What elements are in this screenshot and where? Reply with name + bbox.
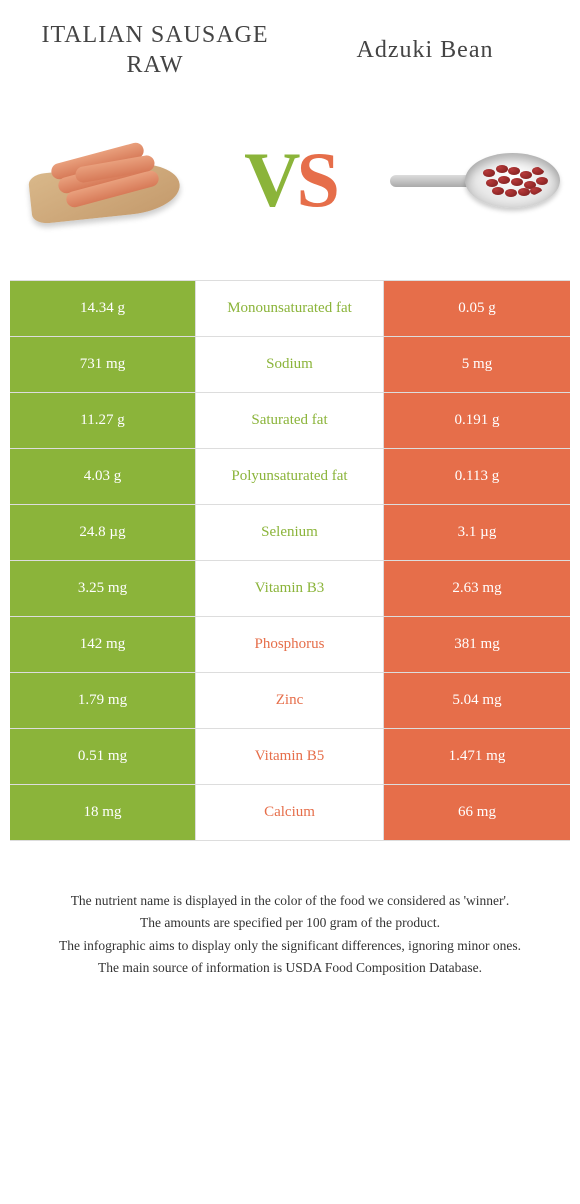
bean-icon <box>520 171 532 179</box>
bean-icon <box>532 167 544 175</box>
nutrient-label-cell: Monounsaturated fat <box>196 281 384 336</box>
left-food-title: ITALIAN SAUSAGE RAW <box>40 20 270 80</box>
bean-icon <box>498 176 510 184</box>
footer-line: The main source of information is USDA F… <box>30 958 550 978</box>
bean-icon <box>518 188 530 196</box>
table-row: 3.25 mgVitamin B32.63 mg <box>10 561 570 617</box>
bean-icon <box>483 169 495 177</box>
vs-s: S <box>296 136 335 223</box>
left-value-cell: 4.03 g <box>10 449 196 504</box>
left-value-cell: 3.25 mg <box>10 561 196 616</box>
left-value-cell: 731 mg <box>10 337 196 392</box>
table-row: 142 mgPhosphorus381 mg <box>10 617 570 673</box>
footer-notes: The nutrient name is displayed in the co… <box>0 841 580 1000</box>
table-row: 11.27 gSaturated fat0.191 g <box>10 393 570 449</box>
table-row: 14.34 gMonounsaturated fat0.05 g <box>10 281 570 337</box>
bean-icon <box>511 178 523 186</box>
left-value-cell: 14.34 g <box>10 281 196 336</box>
nutrient-label-cell: Zinc <box>196 673 384 728</box>
nutrient-table: 14.34 gMonounsaturated fat0.05 g731 mgSo… <box>10 280 570 841</box>
left-value-cell: 24.8 µg <box>10 505 196 560</box>
left-value-cell: 1.79 mg <box>10 673 196 728</box>
hero-row: VS <box>0 90 580 280</box>
right-value-cell: 0.191 g <box>384 393 570 448</box>
table-row: 0.51 mgVitamin B51.471 mg <box>10 729 570 785</box>
right-value-cell: 66 mg <box>384 785 570 840</box>
nutrient-label-cell: Vitamin B5 <box>196 729 384 784</box>
nutrient-label-cell: Calcium <box>196 785 384 840</box>
table-row: 24.8 µgSelenium3.1 µg <box>10 505 570 561</box>
left-value-cell: 11.27 g <box>10 393 196 448</box>
vs-v: V <box>244 136 296 223</box>
nutrient-label-cell: Vitamin B3 <box>196 561 384 616</box>
bean-icon <box>492 187 504 195</box>
right-value-cell: 5.04 mg <box>384 673 570 728</box>
right-food-title: Adzuki Bean <box>310 35 540 65</box>
table-row: 4.03 gPolyunsaturated fat0.113 g <box>10 449 570 505</box>
bean-spoon-illustration <box>390 145 560 215</box>
left-value-cell: 0.51 mg <box>10 729 196 784</box>
right-value-cell: 3.1 µg <box>384 505 570 560</box>
nutrient-label-cell: Selenium <box>196 505 384 560</box>
vs-label: VS <box>244 141 336 219</box>
nutrient-label-cell: Phosphorus <box>196 617 384 672</box>
left-value-cell: 142 mg <box>10 617 196 672</box>
table-row: 731 mgSodium5 mg <box>10 337 570 393</box>
nutrient-label-cell: Saturated fat <box>196 393 384 448</box>
infographic-container: ITALIAN SAUSAGE RAW Adzuki Bean VS 14.34… <box>0 0 580 1000</box>
header: ITALIAN SAUSAGE RAW Adzuki Bean <box>0 0 580 90</box>
right-value-cell: 381 mg <box>384 617 570 672</box>
nutrient-label-cell: Sodium <box>196 337 384 392</box>
right-value-cell: 2.63 mg <box>384 561 570 616</box>
bean-icon <box>486 179 498 187</box>
left-value-cell: 18 mg <box>10 785 196 840</box>
bean-icon <box>536 177 548 185</box>
sausage-illustration <box>25 135 185 225</box>
right-value-cell: 1.471 mg <box>384 729 570 784</box>
bean-icon <box>530 187 542 195</box>
right-value-cell: 0.05 g <box>384 281 570 336</box>
left-food-image <box>20 130 190 230</box>
footer-line: The amounts are specified per 100 gram o… <box>30 913 550 933</box>
bean-icon <box>496 165 508 173</box>
bean-icon <box>505 189 517 197</box>
table-row: 18 mgCalcium66 mg <box>10 785 570 841</box>
table-row: 1.79 mgZinc5.04 mg <box>10 673 570 729</box>
footer-line: The nutrient name is displayed in the co… <box>30 891 550 911</box>
right-food-image <box>390 130 560 230</box>
footer-line: The infographic aims to display only the… <box>30 936 550 956</box>
nutrient-label-cell: Polyunsaturated fat <box>196 449 384 504</box>
bean-icon <box>508 167 520 175</box>
right-value-cell: 5 mg <box>384 337 570 392</box>
right-value-cell: 0.113 g <box>384 449 570 504</box>
